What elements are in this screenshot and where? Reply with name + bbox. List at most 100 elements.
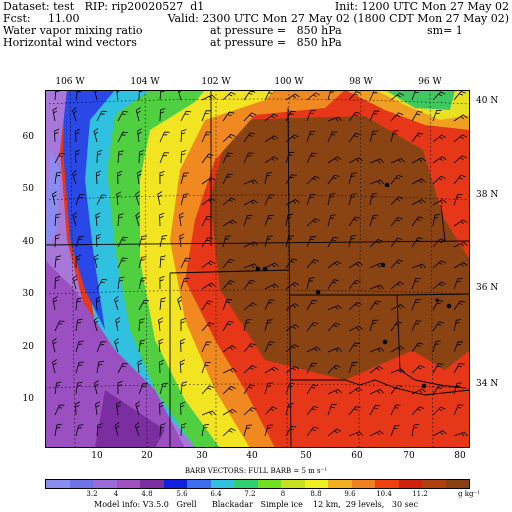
wind-barb	[306, 426, 319, 437]
lon-label: 96 W	[418, 77, 442, 87]
wind-barb	[411, 111, 423, 122]
wind-barb	[453, 363, 465, 374]
wind-barb	[285, 258, 298, 269]
wind-barb	[327, 388, 342, 395]
wind-barb	[327, 131, 338, 143]
wind-barb	[54, 255, 62, 269]
wind-barb	[72, 107, 77, 122]
wind-barb	[369, 158, 384, 164]
wind-barb	[264, 424, 273, 437]
wind-barb	[369, 214, 379, 227]
wind-barb	[159, 401, 165, 416]
wind-barb	[137, 359, 143, 374]
lat-label: 36 N	[476, 283, 499, 293]
wind-barb	[158, 317, 164, 332]
wind-barb	[411, 320, 422, 332]
wind-barb	[180, 129, 187, 143]
wind-barb	[390, 384, 403, 395]
wind-barb	[95, 401, 101, 416]
wind-barb	[285, 134, 299, 143]
wind-barb	[179, 233, 185, 248]
wind-barb	[411, 199, 426, 206]
wind-barb	[306, 321, 319, 332]
lon-label: 98 W	[349, 77, 373, 87]
scale-label: 8.8	[310, 490, 322, 498]
wind-barb	[411, 278, 421, 290]
wind-barb	[178, 212, 184, 227]
wind-barb	[327, 364, 341, 374]
lon-label: 100 W	[274, 77, 304, 87]
wind-barb	[180, 257, 191, 269]
wind-barb	[453, 404, 464, 416]
wind-barb	[54, 213, 61, 227]
wind-barb	[117, 150, 124, 164]
wind-barb	[411, 132, 424, 143]
station-9	[435, 298, 439, 302]
wind-barb	[285, 235, 294, 248]
wind-barb	[138, 339, 146, 353]
wind-barb	[138, 277, 147, 290]
wind-barb	[264, 113, 278, 122]
wind-barb	[390, 237, 403, 248]
wind-barb	[327, 260, 342, 269]
model-info-footer: Model info: V3.5.0 Grell Blackadar Simpl…	[94, 500, 418, 509]
map-frame	[45, 90, 470, 448]
wind-barb	[243, 279, 256, 290]
wind-barb	[52, 107, 58, 122]
wind-barb	[432, 213, 440, 227]
wind-barb	[453, 241, 468, 248]
wind-barb	[159, 423, 166, 437]
wind-barb	[390, 196, 404, 206]
color-scale-segment	[187, 480, 211, 488]
wind-barb	[180, 381, 188, 395]
wind-barb	[75, 381, 83, 395]
wind-barb	[75, 340, 85, 353]
scale-label: 4.8	[141, 490, 153, 498]
wind-barb	[96, 341, 107, 353]
color-scale-bar	[45, 479, 470, 489]
wind-barb	[327, 428, 341, 437]
x-tick: 20	[141, 451, 153, 461]
wind-barb	[348, 301, 362, 311]
init-time: Init: 1200 UTC Mon 27 May 02	[334, 0, 509, 13]
wind-barb	[348, 361, 358, 374]
wind-barb	[369, 130, 378, 143]
wind-barb	[453, 114, 468, 122]
wind-barb	[327, 174, 340, 185]
wind-barb	[138, 299, 150, 311]
wind-barb	[369, 193, 378, 206]
wind-barb	[96, 150, 103, 164]
wind-barb	[306, 175, 320, 185]
wind-barb	[75, 128, 81, 143]
wind-barb	[243, 263, 258, 269]
wind-barb	[327, 404, 337, 416]
dataset-label: Dataset: test RIP: rip20020527 d1	[3, 0, 205, 13]
wind-barb	[390, 112, 404, 122]
x-tick: 50	[300, 451, 312, 461]
color-scale-segment	[46, 480, 70, 488]
wind-barb	[348, 261, 363, 269]
x-tick: 80	[454, 451, 466, 461]
wind-barb	[117, 131, 128, 143]
color-scale-segment	[304, 480, 328, 488]
wind-barb	[306, 259, 319, 269]
scale-label: 5.6	[176, 490, 188, 498]
wind-barb	[159, 108, 166, 122]
wind-barb	[369, 430, 384, 437]
wind-barb	[201, 362, 211, 374]
wind-barb	[369, 300, 382, 311]
wind-barb	[264, 406, 278, 416]
lon-label: 106 W	[55, 77, 85, 87]
wind-barb	[54, 128, 60, 143]
wind-barb	[390, 259, 404, 269]
color-scale-segment	[281, 480, 305, 488]
wind-barb	[222, 152, 233, 164]
wind-barb	[327, 90, 335, 101]
wind-barb	[159, 90, 165, 101]
wind-barb	[453, 431, 468, 437]
field1-name: Water vapor mixing ratio	[3, 24, 143, 37]
wind-barb	[201, 177, 216, 185]
wind-barb	[264, 171, 272, 185]
wind-barb	[243, 241, 258, 248]
field2-level: at pressure = 850 hPa	[210, 36, 342, 49]
